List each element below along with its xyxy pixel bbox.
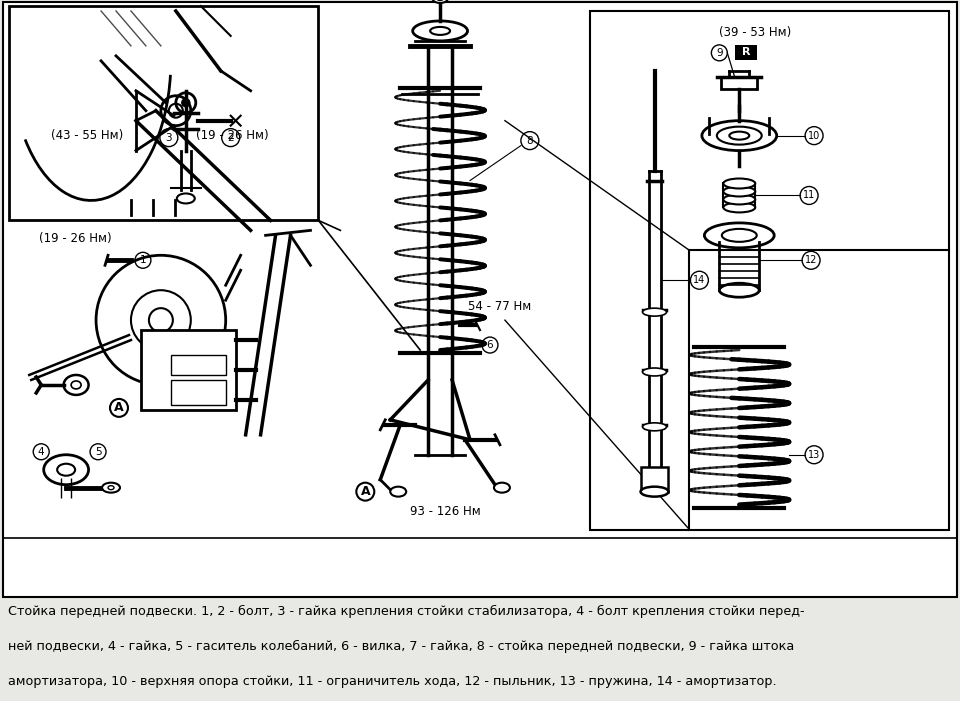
- Text: (19 - 26 Нм): (19 - 26 Нм): [196, 128, 269, 142]
- Text: 2: 2: [228, 132, 234, 142]
- Text: 9: 9: [716, 48, 723, 58]
- Bar: [10, 6, 319, 220]
- Ellipse shape: [44, 455, 88, 484]
- Text: 54 - 77 Нм: 54 - 77 Нм: [468, 300, 531, 313]
- Bar: [640, 467, 668, 491]
- Text: Стойка передней подвески. 1, 2 - болт, 3 - гайка крепления стойки стабилизатора,: Стойка передней подвески. 1, 2 - болт, 3…: [8, 606, 804, 618]
- Ellipse shape: [723, 203, 756, 212]
- Ellipse shape: [63, 375, 88, 395]
- Text: ней подвески, 4 - гайка, 5 - гаситель колебаний, 6 - вилка, 7 - гайка, 8 - стойк: ней подвески, 4 - гайка, 5 - гаситель ко…: [8, 640, 794, 653]
- Ellipse shape: [719, 283, 759, 297]
- Bar: [589, 11, 948, 529]
- Text: 1: 1: [139, 255, 146, 265]
- Bar: [171, 355, 226, 375]
- Text: 5: 5: [95, 447, 102, 457]
- Text: 8: 8: [526, 135, 533, 146]
- Ellipse shape: [705, 223, 774, 248]
- Ellipse shape: [723, 179, 756, 189]
- Ellipse shape: [702, 121, 777, 151]
- Ellipse shape: [102, 483, 120, 493]
- Ellipse shape: [71, 381, 81, 389]
- Text: A: A: [361, 485, 371, 498]
- Text: (19 - 26 Нм): (19 - 26 Нм): [39, 232, 111, 245]
- Text: R: R: [742, 47, 751, 57]
- Ellipse shape: [723, 186, 756, 196]
- Ellipse shape: [430, 27, 450, 35]
- Text: амортизатора, 10 - верхняя опора стойки, 11 - ограничитель хода, 12 - пыльник, 1: амортизатора, 10 - верхняя опора стойки,…: [8, 675, 777, 688]
- Ellipse shape: [494, 483, 510, 493]
- Ellipse shape: [432, 0, 448, 3]
- Text: 14: 14: [693, 275, 706, 285]
- Circle shape: [181, 99, 190, 107]
- Ellipse shape: [640, 486, 668, 496]
- Text: 12: 12: [804, 255, 817, 265]
- Ellipse shape: [391, 486, 406, 496]
- Ellipse shape: [723, 194, 756, 205]
- Ellipse shape: [730, 132, 749, 139]
- Ellipse shape: [58, 464, 75, 476]
- Ellipse shape: [108, 486, 114, 490]
- Text: 4: 4: [37, 447, 44, 457]
- Ellipse shape: [642, 308, 666, 316]
- Text: (39 - 53 Нм): (39 - 53 Нм): [719, 26, 792, 39]
- Text: 13: 13: [808, 450, 820, 460]
- Bar: [721, 77, 757, 89]
- Text: 6: 6: [487, 340, 493, 350]
- Text: (43 - 55 Нм): (43 - 55 Нм): [51, 128, 124, 142]
- Bar: [735, 45, 757, 60]
- Text: 93 - 126 Нм: 93 - 126 Нм: [410, 505, 481, 517]
- Ellipse shape: [413, 21, 468, 41]
- Text: 11: 11: [803, 191, 815, 200]
- Text: 10: 10: [808, 130, 820, 141]
- Bar: [171, 380, 226, 405]
- Bar: [141, 330, 235, 410]
- Ellipse shape: [717, 127, 761, 144]
- Ellipse shape: [177, 193, 195, 203]
- Ellipse shape: [722, 229, 756, 242]
- Ellipse shape: [642, 423, 666, 431]
- Ellipse shape: [642, 368, 666, 376]
- Text: 3: 3: [165, 132, 172, 142]
- Text: A: A: [114, 402, 124, 414]
